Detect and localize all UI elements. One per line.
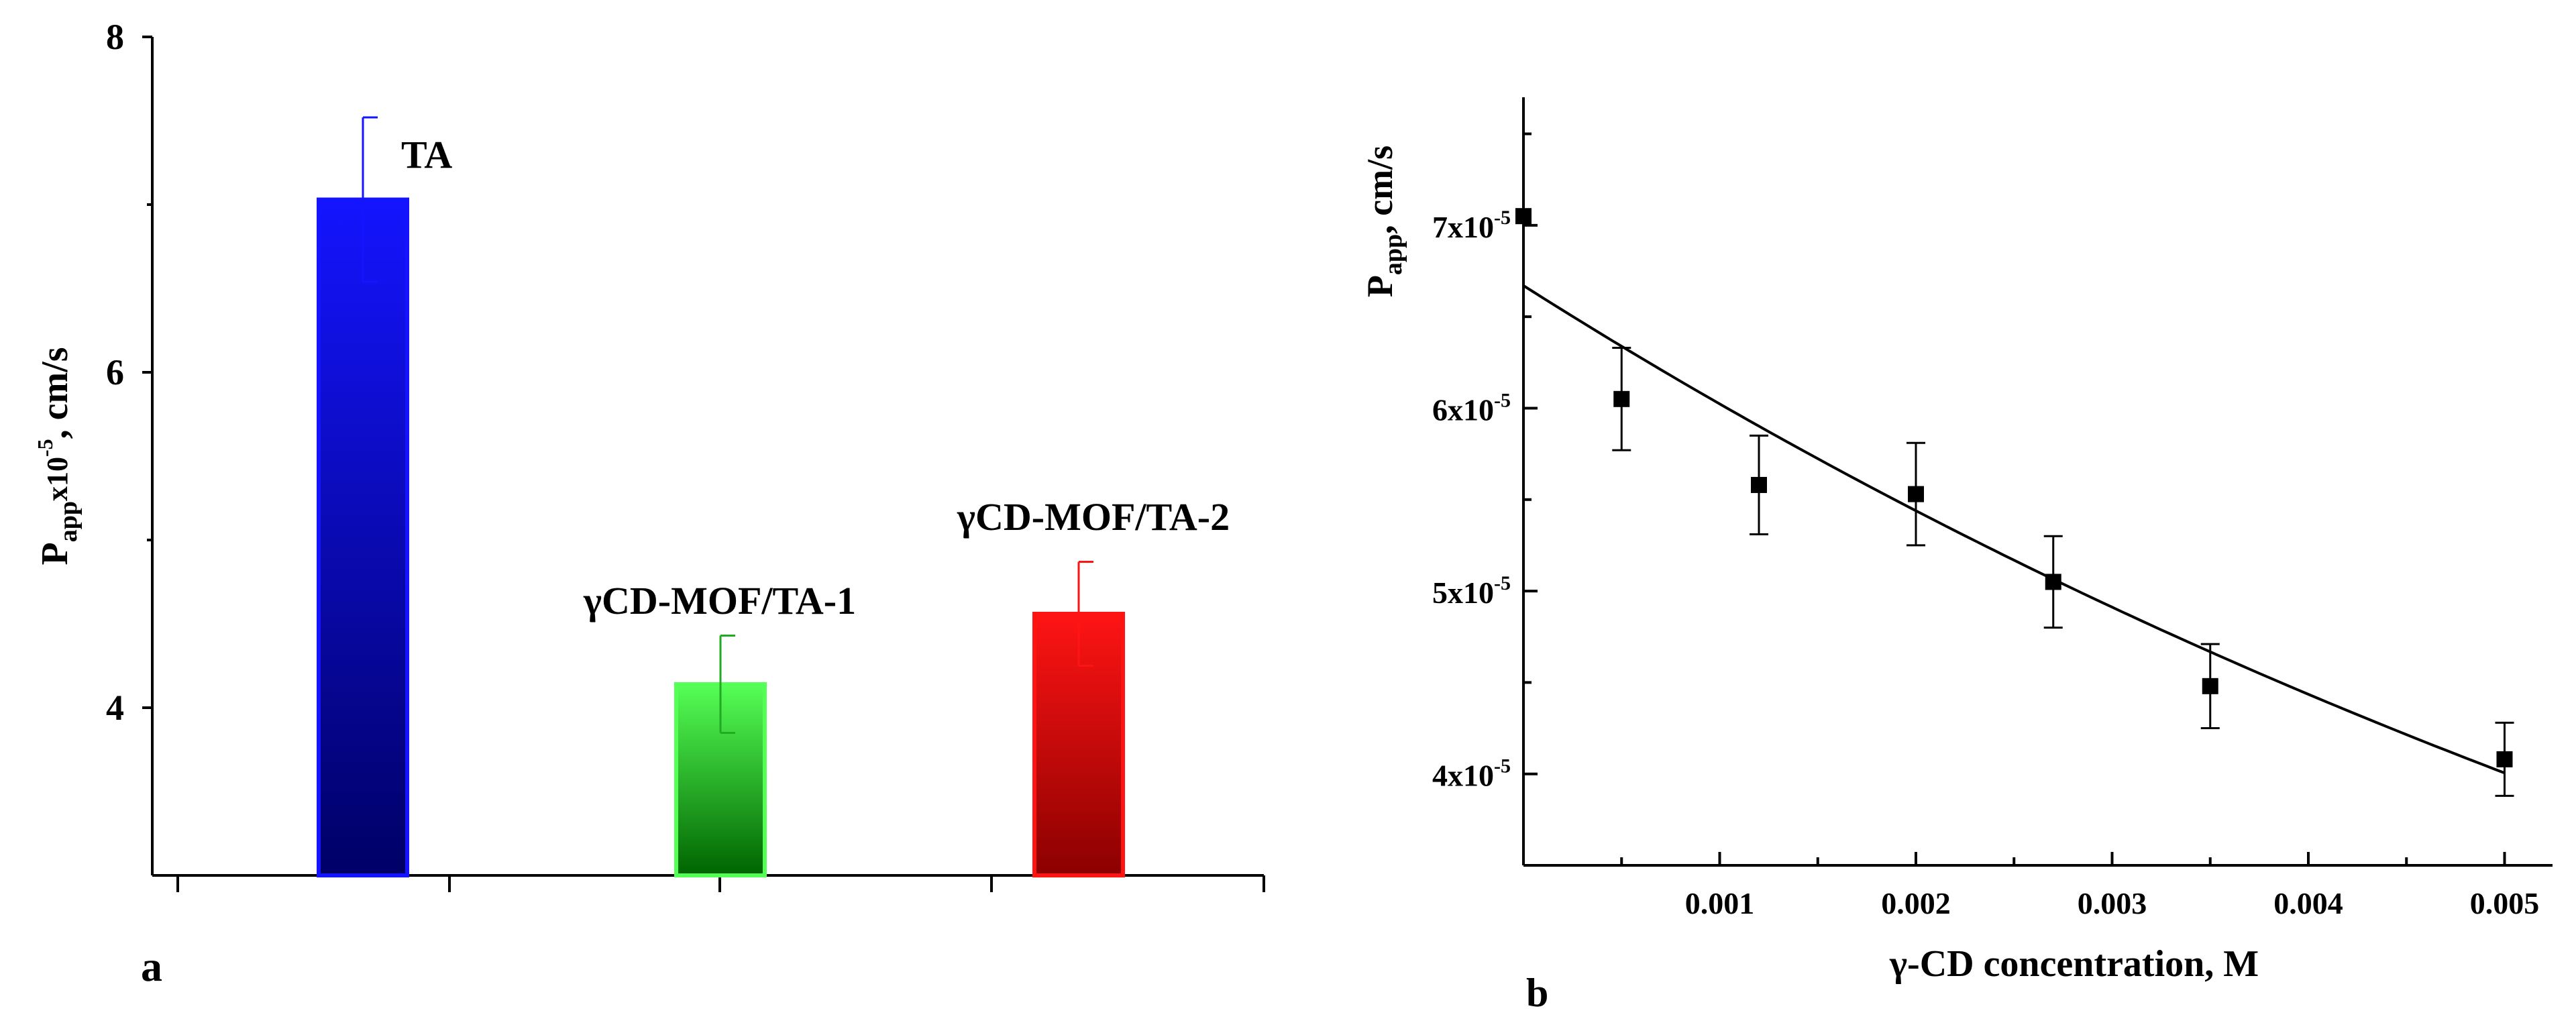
panel-b-label: b — [1526, 971, 1548, 1015]
data-point — [1751, 476, 1767, 493]
data-point — [2045, 574, 2061, 590]
panel-a-y-tick-label: 6 — [106, 352, 124, 392]
bar-label: TA — [401, 133, 452, 176]
panel-b-x-axis-title: γ-CD concentration, M — [1889, 943, 2259, 985]
panel-b-x-tick-label: 0.005 — [2470, 886, 2540, 920]
panel-a-y-axis-title: Pappx10-5, cm/s — [33, 347, 83, 565]
panel-b-x-tick-label: 0.003 — [2078, 886, 2147, 920]
panel-a: 4 6 8 TA γCD-MOF/TA-1 γCD-MOF/TA-2 a Pappx10… — [33, 17, 1265, 990]
panel-b-y-tick-label: 5x10-5 — [1432, 572, 1511, 610]
panel-a-label: a — [141, 942, 162, 990]
panel-b: 4x10-5 5x10-5 6x10-5 7x10-5 0.001 0.002 0.003… — [1360, 97, 2553, 1015]
bar-label: γCD-MOF/TA-1 — [583, 579, 856, 623]
panel-a-y-tick-label: 4 — [106, 688, 124, 728]
data-point — [2202, 678, 2218, 694]
panel-b-x-tick-label: 0.002 — [1881, 886, 1951, 920]
panel-b-y-tick-label: 6x10-5 — [1432, 389, 1511, 427]
panel-b-y-tick-label: 4x10-5 — [1432, 755, 1511, 793]
data-point — [1515, 208, 1532, 225]
panel-a-y-tick-label: 8 — [106, 17, 124, 57]
panel-b-x-tick-label: 0.001 — [1685, 886, 1755, 920]
bar-1 — [317, 197, 409, 877]
fit-curve — [1522, 284, 2506, 775]
data-point — [2496, 751, 2513, 767]
data-point — [1908, 486, 1924, 502]
panel-b-y-axis-title: Papp, cm/s — [1360, 146, 1407, 297]
data-point — [1613, 390, 1630, 407]
panel-b-x-tick-label: 0.004 — [2273, 886, 2343, 920]
bar-label: γCD-MOF/TA-2 — [957, 495, 1230, 539]
panel-b-y-tick-label: 7x10-5 — [1432, 207, 1511, 244]
